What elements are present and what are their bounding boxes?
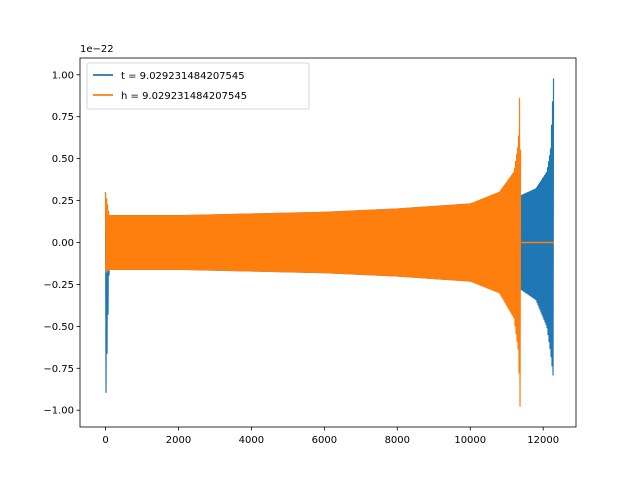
legend-box	[86, 62, 310, 110]
x-tick-label: 12000	[527, 435, 559, 446]
y-tick-label: 0.75	[52, 112, 74, 123]
legend: t = 9.029231484207545 h = 9.0292314842075…	[86, 62, 310, 110]
x-tick-label: 0	[102, 435, 108, 446]
y-tick-label: −0.75	[43, 364, 74, 375]
x-tick-label: 8000	[385, 435, 410, 446]
y-tick-label: −1.00	[43, 406, 74, 417]
y-tick-label: −0.50	[43, 322, 74, 333]
x-tick-label: 6000	[312, 435, 337, 446]
series-h	[104, 97, 555, 407]
y-tick-label: 0.25	[52, 196, 74, 207]
axes: 0 2000 4000 6000 8000 10000 12000 −1.00 −0.75 −0.…	[43, 57, 577, 446]
y-tick-label: 0.50	[52, 154, 74, 165]
plot-area	[104, 78, 555, 407]
y-tick-label: −0.25	[43, 280, 74, 291]
legend-label: h = 9.029231484207545	[121, 91, 247, 102]
legend-label: t = 9.029231484207545	[121, 71, 245, 82]
y-offset-label: 1e−22	[80, 44, 114, 55]
x-tick-label: 2000	[166, 435, 191, 446]
x-tick-label: 10000	[454, 435, 486, 446]
x-tick-label: 4000	[239, 435, 264, 446]
y-tick-label: 0.00	[52, 238, 74, 249]
y-tick-label: 1.00	[52, 70, 74, 81]
series-line	[104, 97, 522, 407]
